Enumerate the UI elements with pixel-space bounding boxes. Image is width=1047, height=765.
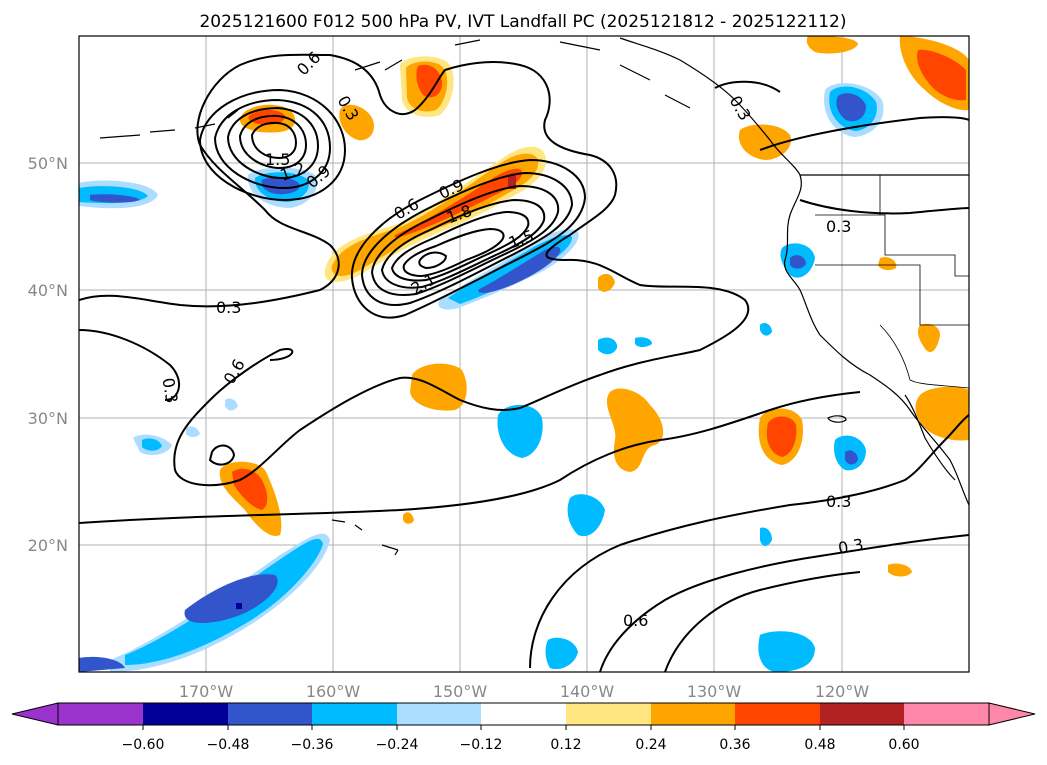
- colorbar-tick-label: −0.60: [122, 737, 165, 753]
- figure-title: 2025121600 F012 500 hPa PV, IVT Landfall…: [199, 12, 846, 32]
- map-frame: [78, 35, 970, 673]
- y-tick-label: 30°N: [28, 409, 68, 428]
- contour-label: 0.3: [837, 535, 865, 558]
- colorbar-tick-label: 0.36: [719, 737, 750, 753]
- contour-label: 0.6: [623, 611, 648, 630]
- colorbar-segment: [228, 703, 312, 725]
- colorbar-extend-left: [11, 702, 59, 726]
- colorbar-tick-label: −0.24: [376, 737, 419, 753]
- colorbar-tick-label: 0.60: [888, 737, 919, 753]
- map-background: [79, 36, 969, 672]
- colorbar-tick-label: 0.48: [804, 737, 835, 753]
- x-tick-label: 140°W: [560, 682, 615, 701]
- colorbar: −0.60 −0.48 −0.36 −0.24 −0.12 0.12 0.24 …: [11, 702, 1036, 753]
- contour-label: 0.3: [826, 217, 851, 236]
- y-tick-label: 40°N: [28, 281, 68, 300]
- gridlines: [79, 36, 969, 672]
- colorbar-segment: [566, 703, 651, 725]
- colorbar-tick-label: −0.36: [291, 737, 334, 753]
- colorbar-segment: [735, 703, 820, 725]
- y-axis-ticks: 50°N 40°N 30°N 20°N: [28, 154, 68, 555]
- contour-label: 0.3: [158, 376, 181, 404]
- y-tick-label: 20°N: [28, 536, 68, 555]
- colorbar-segment: [481, 703, 566, 725]
- pv-contours: [79, 53, 969, 672]
- colorbar-outline: [57, 702, 990, 726]
- colorbar-segment: [820, 703, 904, 725]
- x-tick-label: 170°W: [179, 682, 234, 701]
- coastlines: [99, 37, 969, 556]
- borders: [800, 174, 969, 389]
- colorbar-tick-label: 0.24: [635, 737, 666, 753]
- colorbar-segment: [651, 703, 735, 725]
- x-axis-ticks: 170°W 160°W 150°W 140°W 130°W 120°W: [179, 682, 870, 701]
- colorbar-tick-label: −0.12: [460, 737, 503, 753]
- contour-label: 0.3: [216, 298, 241, 317]
- ivt-negative-shading: [79, 83, 884, 672]
- colorbar-segment: [312, 703, 397, 725]
- contour-label: 1.5: [265, 150, 290, 169]
- colorbar-extend-right: [988, 702, 1036, 726]
- x-tick-label: 130°W: [687, 682, 742, 701]
- colorbar-segment: [143, 703, 228, 725]
- x-tick-label: 120°W: [815, 682, 870, 701]
- contour-label: 0.3: [826, 492, 851, 511]
- y-tick-label: 50°N: [28, 154, 68, 173]
- colorbar-tick-label: 0.12: [550, 737, 581, 753]
- colorbar-segment: [904, 703, 989, 725]
- colorbar-segment: [397, 703, 481, 725]
- colorbar-segment: [58, 703, 143, 725]
- x-tick-label: 160°W: [306, 682, 361, 701]
- x-tick-label: 150°W: [433, 682, 488, 701]
- colorbar-tick-label: −0.48: [207, 737, 250, 753]
